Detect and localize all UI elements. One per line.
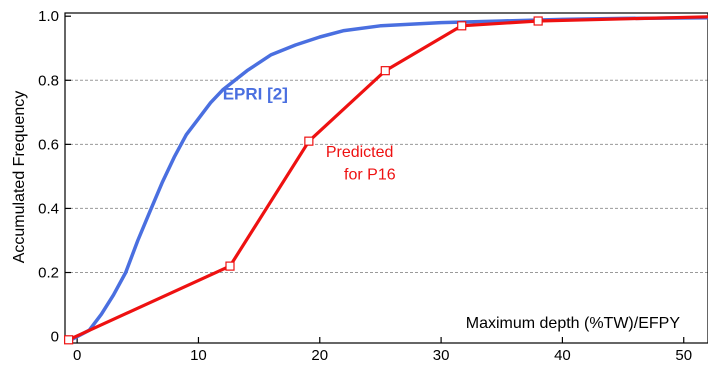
annotation-1: EPRI [2]	[223, 85, 288, 104]
plot-frame	[64, 12, 708, 344]
data-point	[225, 261, 235, 271]
x-tick-label: 30	[433, 347, 450, 364]
y-tick-label: 0.4	[38, 200, 59, 217]
data-point	[380, 66, 390, 76]
annotations: EPRI [2] Predicted for P16	[223, 85, 396, 184]
y-tick-label: 0.6	[38, 136, 59, 153]
data-point	[533, 16, 543, 26]
data-point	[457, 21, 467, 31]
grid	[65, 79, 708, 274]
y-tick-label: 0	[51, 329, 59, 346]
x-axis-title: Maximum depth (%TW)/EFPY	[466, 315, 681, 332]
x-tick-label: 10	[190, 347, 207, 364]
annotation-2: Predicted	[326, 144, 394, 161]
data-point	[304, 136, 314, 146]
x-tick-label: 0	[73, 347, 81, 364]
x-tick-label: 40	[554, 347, 571, 364]
x-axis: 0 10 20 30 40 50	[73, 337, 692, 364]
y-tick-label: 0.2	[38, 265, 59, 282]
data-point	[64, 335, 74, 345]
y-axis-title: Accumulated Frequency	[11, 91, 28, 264]
y-tick-label: 1.0	[38, 8, 59, 25]
y-axis: 0 0.2 0.4 0.6 0.8 1.0	[38, 8, 71, 346]
x-tick-label: 20	[311, 347, 328, 364]
annotation-3: for P16	[344, 167, 396, 184]
series-line-1	[69, 16, 708, 342]
x-tick-label: 50	[675, 347, 692, 364]
series-group	[64, 15, 708, 345]
y-tick-label: 0.8	[38, 72, 59, 89]
